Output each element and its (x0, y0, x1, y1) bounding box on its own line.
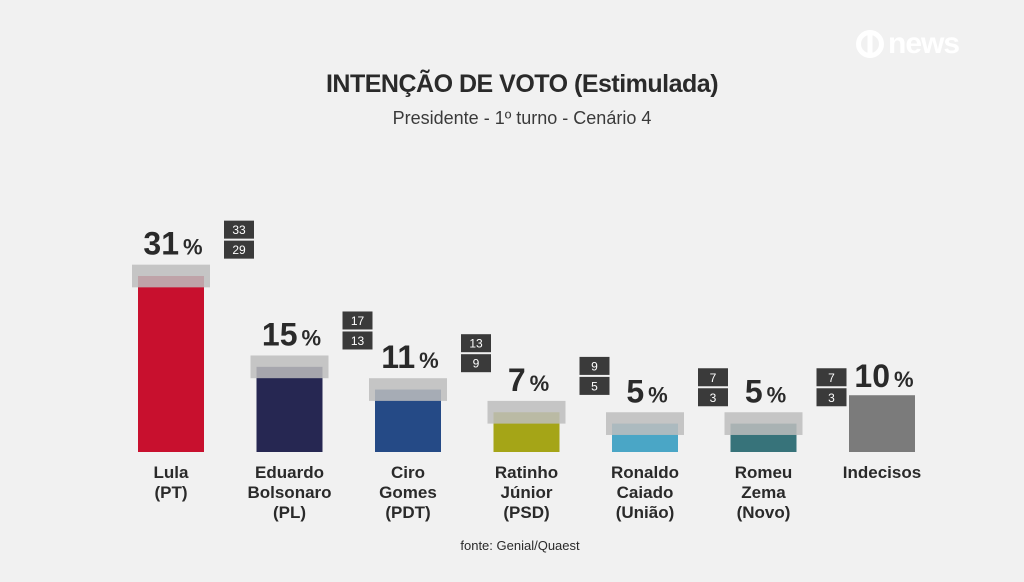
value-label: 7% (508, 362, 549, 398)
range-low-box (698, 388, 728, 407)
category-label: (PDT) (385, 503, 430, 522)
range-low-box (579, 376, 610, 395)
bar (849, 395, 915, 452)
category-label: Caiado (617, 483, 674, 502)
globo-ring-icon (856, 30, 884, 58)
range-high-box (224, 220, 254, 239)
range-low-box (461, 354, 491, 373)
value-label: 15% (262, 316, 321, 352)
range-low-label: 5 (591, 379, 598, 393)
category-label: (PL) (273, 503, 306, 522)
range-high-label: 17 (351, 314, 365, 328)
range-high-label: 33 (232, 223, 246, 237)
margin-of-error-band (250, 355, 329, 379)
range-high-label: 7 (710, 371, 717, 385)
bar (256, 366, 323, 452)
category-label: Ronaldo (611, 463, 679, 482)
category-label: Ciro (391, 463, 425, 482)
category-label: Júnior (501, 483, 553, 502)
margin-of-error-band (132, 264, 210, 288)
margin-of-error-band (369, 378, 447, 401)
category-label: Bolsonaro (247, 483, 331, 502)
category-label: (PSD) (503, 503, 549, 522)
gnews-logo: news (856, 26, 996, 62)
range-low-label: 3 (710, 391, 717, 405)
margin-of-error-band (724, 412, 803, 435)
value-label: 11% (381, 339, 438, 375)
range-low-box (816, 388, 847, 407)
category-label: Romeu (735, 463, 793, 482)
category-label: (Novo) (737, 503, 791, 522)
range-low-label: 13 (351, 334, 365, 348)
chart-title: INTENÇÃO DE VOTO (Estimulada) (325, 70, 719, 98)
range-high-box (698, 368, 728, 387)
range-low-label: 9 (473, 357, 480, 371)
category-label: Eduardo (255, 463, 324, 482)
logo-text: news (888, 27, 960, 60)
chart-subtitle: Presidente - 1º turno - Cenário 4 (392, 108, 652, 128)
range-high-label: 7 (828, 371, 835, 385)
range-high-box (816, 368, 847, 387)
range-high-box (342, 311, 373, 330)
category-label: Zema (741, 483, 786, 502)
category-label: Ratinho (495, 463, 558, 482)
category-label: Lula (154, 463, 189, 482)
range-high-box (461, 334, 491, 353)
category-label: Indecisos (843, 463, 921, 482)
range-low-box (342, 331, 373, 350)
range-low-box (224, 240, 254, 259)
range-low-label: 3 (828, 391, 835, 405)
category-label: (PT) (154, 483, 187, 502)
range-low-label: 29 (232, 243, 246, 257)
value-label: 31% (143, 226, 202, 262)
category-label: (União) (616, 503, 675, 522)
value-label: 5% (745, 373, 786, 409)
source-note: fonte: Genial/Quaest (460, 538, 580, 553)
bar (138, 276, 204, 452)
range-high-label: 13 (469, 337, 483, 351)
value-label: 5% (626, 373, 667, 409)
range-high-box (579, 356, 610, 375)
range-high-label: 9 (591, 359, 598, 373)
category-label: Gomes (379, 483, 437, 502)
value-label: 10% (854, 358, 913, 394)
margin-of-error-band (487, 400, 566, 424)
margin-of-error-band (606, 412, 684, 435)
